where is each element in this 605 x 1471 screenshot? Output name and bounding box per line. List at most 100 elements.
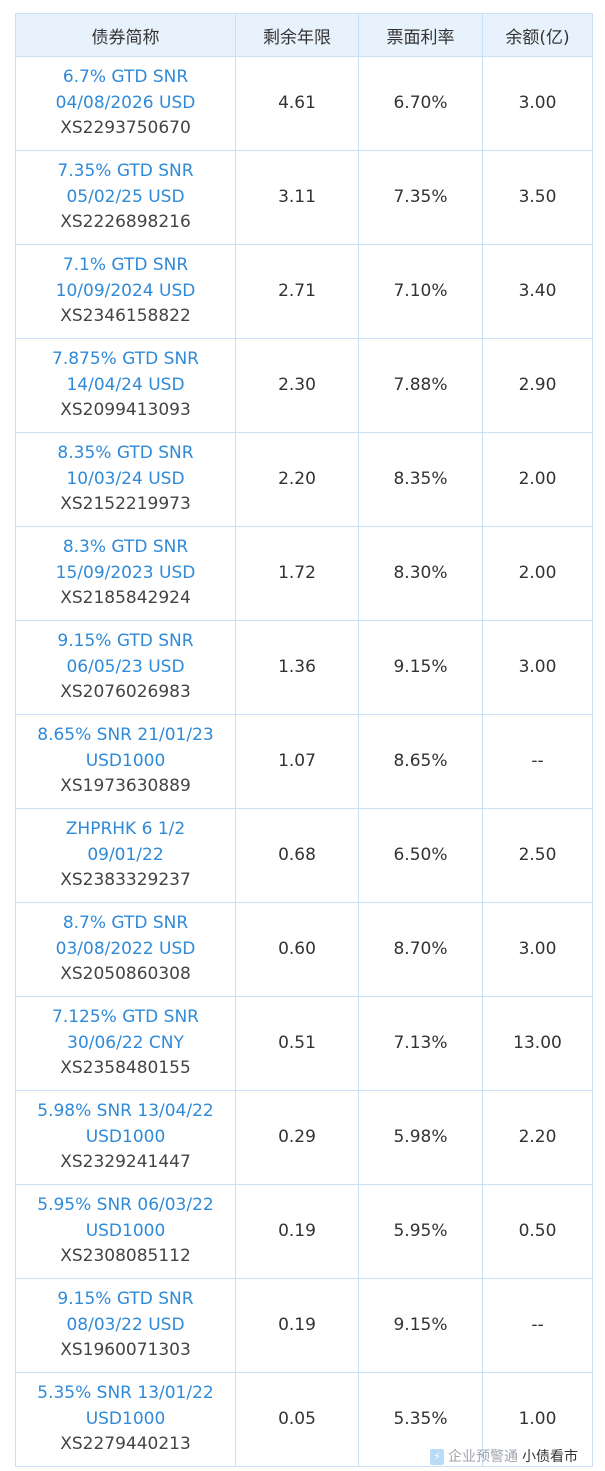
bond-name-link[interactable]: 6.7% GTD SNR 04/08/2026 USD xyxy=(16,65,235,116)
bond-code: XS2076026983 xyxy=(60,682,191,703)
coupon-rate: 8.35% xyxy=(358,432,483,527)
bond-name-link[interactable]: 5.98% SNR 13/04/22 USD1000 xyxy=(16,1099,235,1150)
bond-name-line1: 8.65% SNR 21/01/23 xyxy=(37,725,214,746)
balance: 2.20 xyxy=(482,1090,593,1185)
bond-code: XS2329241447 xyxy=(60,1152,191,1173)
bond-name-link[interactable]: 5.95% SNR 06/03/22 USD1000 xyxy=(16,1193,235,1244)
remaining-years: 0.29 xyxy=(235,1090,359,1185)
coupon-rate: 7.88% xyxy=(358,338,483,433)
coupon-rate: 7.13% xyxy=(358,996,483,1091)
remaining-years: 1.36 xyxy=(235,620,359,715)
remaining-years: 0.19 xyxy=(235,1278,359,1373)
bond-name-cell: ZHPRHK 6 1/2 09/01/22 XS2383329237 xyxy=(15,808,236,903)
bond-name-cell: 8.3% GTD SNR 15/09/2023 USD XS2185842924 xyxy=(15,526,236,621)
header-bond-name: 债券简称 xyxy=(15,13,236,57)
bond-code: XS1960071303 xyxy=(60,1340,191,1361)
bond-code: XS2358480155 xyxy=(60,1058,191,1079)
bond-table: 债券简称 剩余年限 票面利率 余额(亿) 6.7% GTD SNR 04/08/2… xyxy=(15,13,593,1467)
table-row: 5.35% SNR 13/01/22 USD1000 XS2279440213 0… xyxy=(15,1372,593,1467)
header-balance: 余额(亿) xyxy=(482,13,593,57)
watermark-right: 小债看市 xyxy=(522,1449,578,1465)
bond-name-line1: 6.7% GTD SNR xyxy=(62,67,189,88)
header-remaining-years: 剩余年限 xyxy=(235,13,359,57)
balance: -- xyxy=(482,714,593,809)
balance: 2.90 xyxy=(482,338,593,433)
bond-name-line1: 8.3% GTD SNR xyxy=(62,537,189,558)
bond-name-cell: 5.35% SNR 13/01/22 USD1000 XS2279440213 xyxy=(15,1372,236,1467)
coupon-rate: 9.15% xyxy=(358,1278,483,1373)
bond-name-line2: 06/05/23 USD xyxy=(66,656,185,677)
table-row: 7.35% GTD SNR 05/02/25 USD XS2226898216 3… xyxy=(15,150,593,245)
bond-name-cell: 5.95% SNR 06/03/22 USD1000 XS2308085112 xyxy=(15,1184,236,1279)
bond-name-cell: 7.35% GTD SNR 05/02/25 USD XS2226898216 xyxy=(15,150,236,245)
bond-name-line1: 7.875% GTD SNR xyxy=(52,349,199,370)
bond-name-link[interactable]: 8.7% GTD SNR 03/08/2022 USD xyxy=(16,911,235,962)
table-row: 9.15% GTD SNR 08/03/22 USD XS1960071303 0… xyxy=(15,1278,593,1373)
bond-name-link[interactable]: 8.3% GTD SNR 15/09/2023 USD xyxy=(16,535,235,586)
bond-name-link[interactable]: ZHPRHK 6 1/2 09/01/22 xyxy=(16,817,235,868)
bond-name-line1: 5.98% SNR 13/04/22 xyxy=(37,1101,214,1122)
bond-name-line2: USD1000 xyxy=(85,1220,166,1241)
bond-code: XS2383329237 xyxy=(60,870,191,891)
bond-name-line2: USD1000 xyxy=(85,1408,166,1429)
bond-code: XS2279440213 xyxy=(60,1434,191,1455)
bond-name-link[interactable]: 5.35% SNR 13/01/22 USD1000 xyxy=(16,1381,235,1432)
bond-name-line2: 10/09/2024 USD xyxy=(55,280,196,301)
bond-code: XS2099413093 xyxy=(60,400,191,421)
bond-code: XS2293750670 xyxy=(60,118,191,139)
coupon-rate: 5.95% xyxy=(358,1184,483,1279)
bond-name-cell: 8.7% GTD SNR 03/08/2022 USD XS2050860308 xyxy=(15,902,236,997)
balance: 3.50 xyxy=(482,150,593,245)
table-row: 9.15% GTD SNR 06/05/23 USD XS2076026983 1… xyxy=(15,620,593,715)
header-row: 债券简称 剩余年限 票面利率 余额(亿) xyxy=(15,13,593,57)
bond-code: XS2185842924 xyxy=(60,588,191,609)
bond-name-line1: 9.15% GTD SNR xyxy=(57,631,194,652)
coupon-rate: 7.10% xyxy=(358,244,483,339)
bond-name-line2: USD1000 xyxy=(85,1126,166,1147)
remaining-years: 3.11 xyxy=(235,150,359,245)
bond-name-line1: 9.15% GTD SNR xyxy=(57,1289,194,1310)
remaining-years: 0.68 xyxy=(235,808,359,903)
coupon-rate: 8.65% xyxy=(358,714,483,809)
table-row: 5.98% SNR 13/04/22 USD1000 XS2329241447 0… xyxy=(15,1090,593,1185)
bond-name-line1: 7.125% GTD SNR xyxy=(52,1007,199,1028)
bond-name-link[interactable]: 9.15% GTD SNR 06/05/23 USD xyxy=(16,629,235,680)
remaining-years: 0.05 xyxy=(235,1372,359,1467)
coupon-rate: 6.70% xyxy=(358,56,483,151)
balance: 2.00 xyxy=(482,526,593,621)
table-row: ZHPRHK 6 1/2 09/01/22 XS2383329237 0.68 6… xyxy=(15,808,593,903)
bond-code: XS2152219973 xyxy=(60,494,191,515)
coupon-rate: 6.50% xyxy=(358,808,483,903)
bond-code: XS2308085112 xyxy=(60,1246,191,1267)
bond-name-link[interactable]: 7.125% GTD SNR 30/06/22 CNY xyxy=(16,1005,235,1056)
bond-name-line1: 7.1% GTD SNR xyxy=(62,255,189,276)
bond-name-link[interactable]: 7.35% GTD SNR 05/02/25 USD xyxy=(16,159,235,210)
bond-name-link[interactable]: 9.15% GTD SNR 08/03/22 USD xyxy=(16,1287,235,1338)
bond-name-cell: 7.125% GTD SNR 30/06/22 CNY XS2358480155 xyxy=(15,996,236,1091)
coupon-rate: 5.35% xyxy=(358,1372,483,1467)
bond-code: XS2346158822 xyxy=(60,306,191,327)
watermark-left: 企业预警通 xyxy=(448,1449,518,1465)
bond-name-line2: 09/01/22 xyxy=(87,844,164,865)
bond-name-cell: 9.15% GTD SNR 06/05/23 USD XS2076026983 xyxy=(15,620,236,715)
bond-name-link[interactable]: 7.875% GTD SNR 14/04/24 USD xyxy=(16,347,235,398)
table-row: 7.1% GTD SNR 10/09/2024 USD XS2346158822 … xyxy=(15,244,593,339)
balance: 13.00 xyxy=(482,996,593,1091)
bond-name-line1: 7.35% GTD SNR xyxy=(57,161,194,182)
bond-name-link[interactable]: 8.65% SNR 21/01/23 USD1000 xyxy=(16,723,235,774)
bond-name-line1: ZHPRHK 6 1/2 xyxy=(65,819,186,840)
bond-name-line1: 8.35% GTD SNR xyxy=(57,443,194,464)
remaining-years: 2.71 xyxy=(235,244,359,339)
balance: 1.00 xyxy=(482,1372,593,1467)
coupon-rate: 8.30% xyxy=(358,526,483,621)
bond-code: XS2226898216 xyxy=(60,212,191,233)
balance: 0.50 xyxy=(482,1184,593,1279)
remaining-years: 0.51 xyxy=(235,996,359,1091)
bond-name-line1: 8.7% GTD SNR xyxy=(62,913,189,934)
coupon-rate: 5.98% xyxy=(358,1090,483,1185)
bond-name-cell: 9.15% GTD SNR 08/03/22 USD XS1960071303 xyxy=(15,1278,236,1373)
bond-name-line2: 15/09/2023 USD xyxy=(55,562,196,583)
bond-name-link[interactable]: 7.1% GTD SNR 10/09/2024 USD xyxy=(16,253,235,304)
remaining-years: 2.30 xyxy=(235,338,359,433)
bond-name-link[interactable]: 8.35% GTD SNR 10/03/24 USD xyxy=(16,441,235,492)
